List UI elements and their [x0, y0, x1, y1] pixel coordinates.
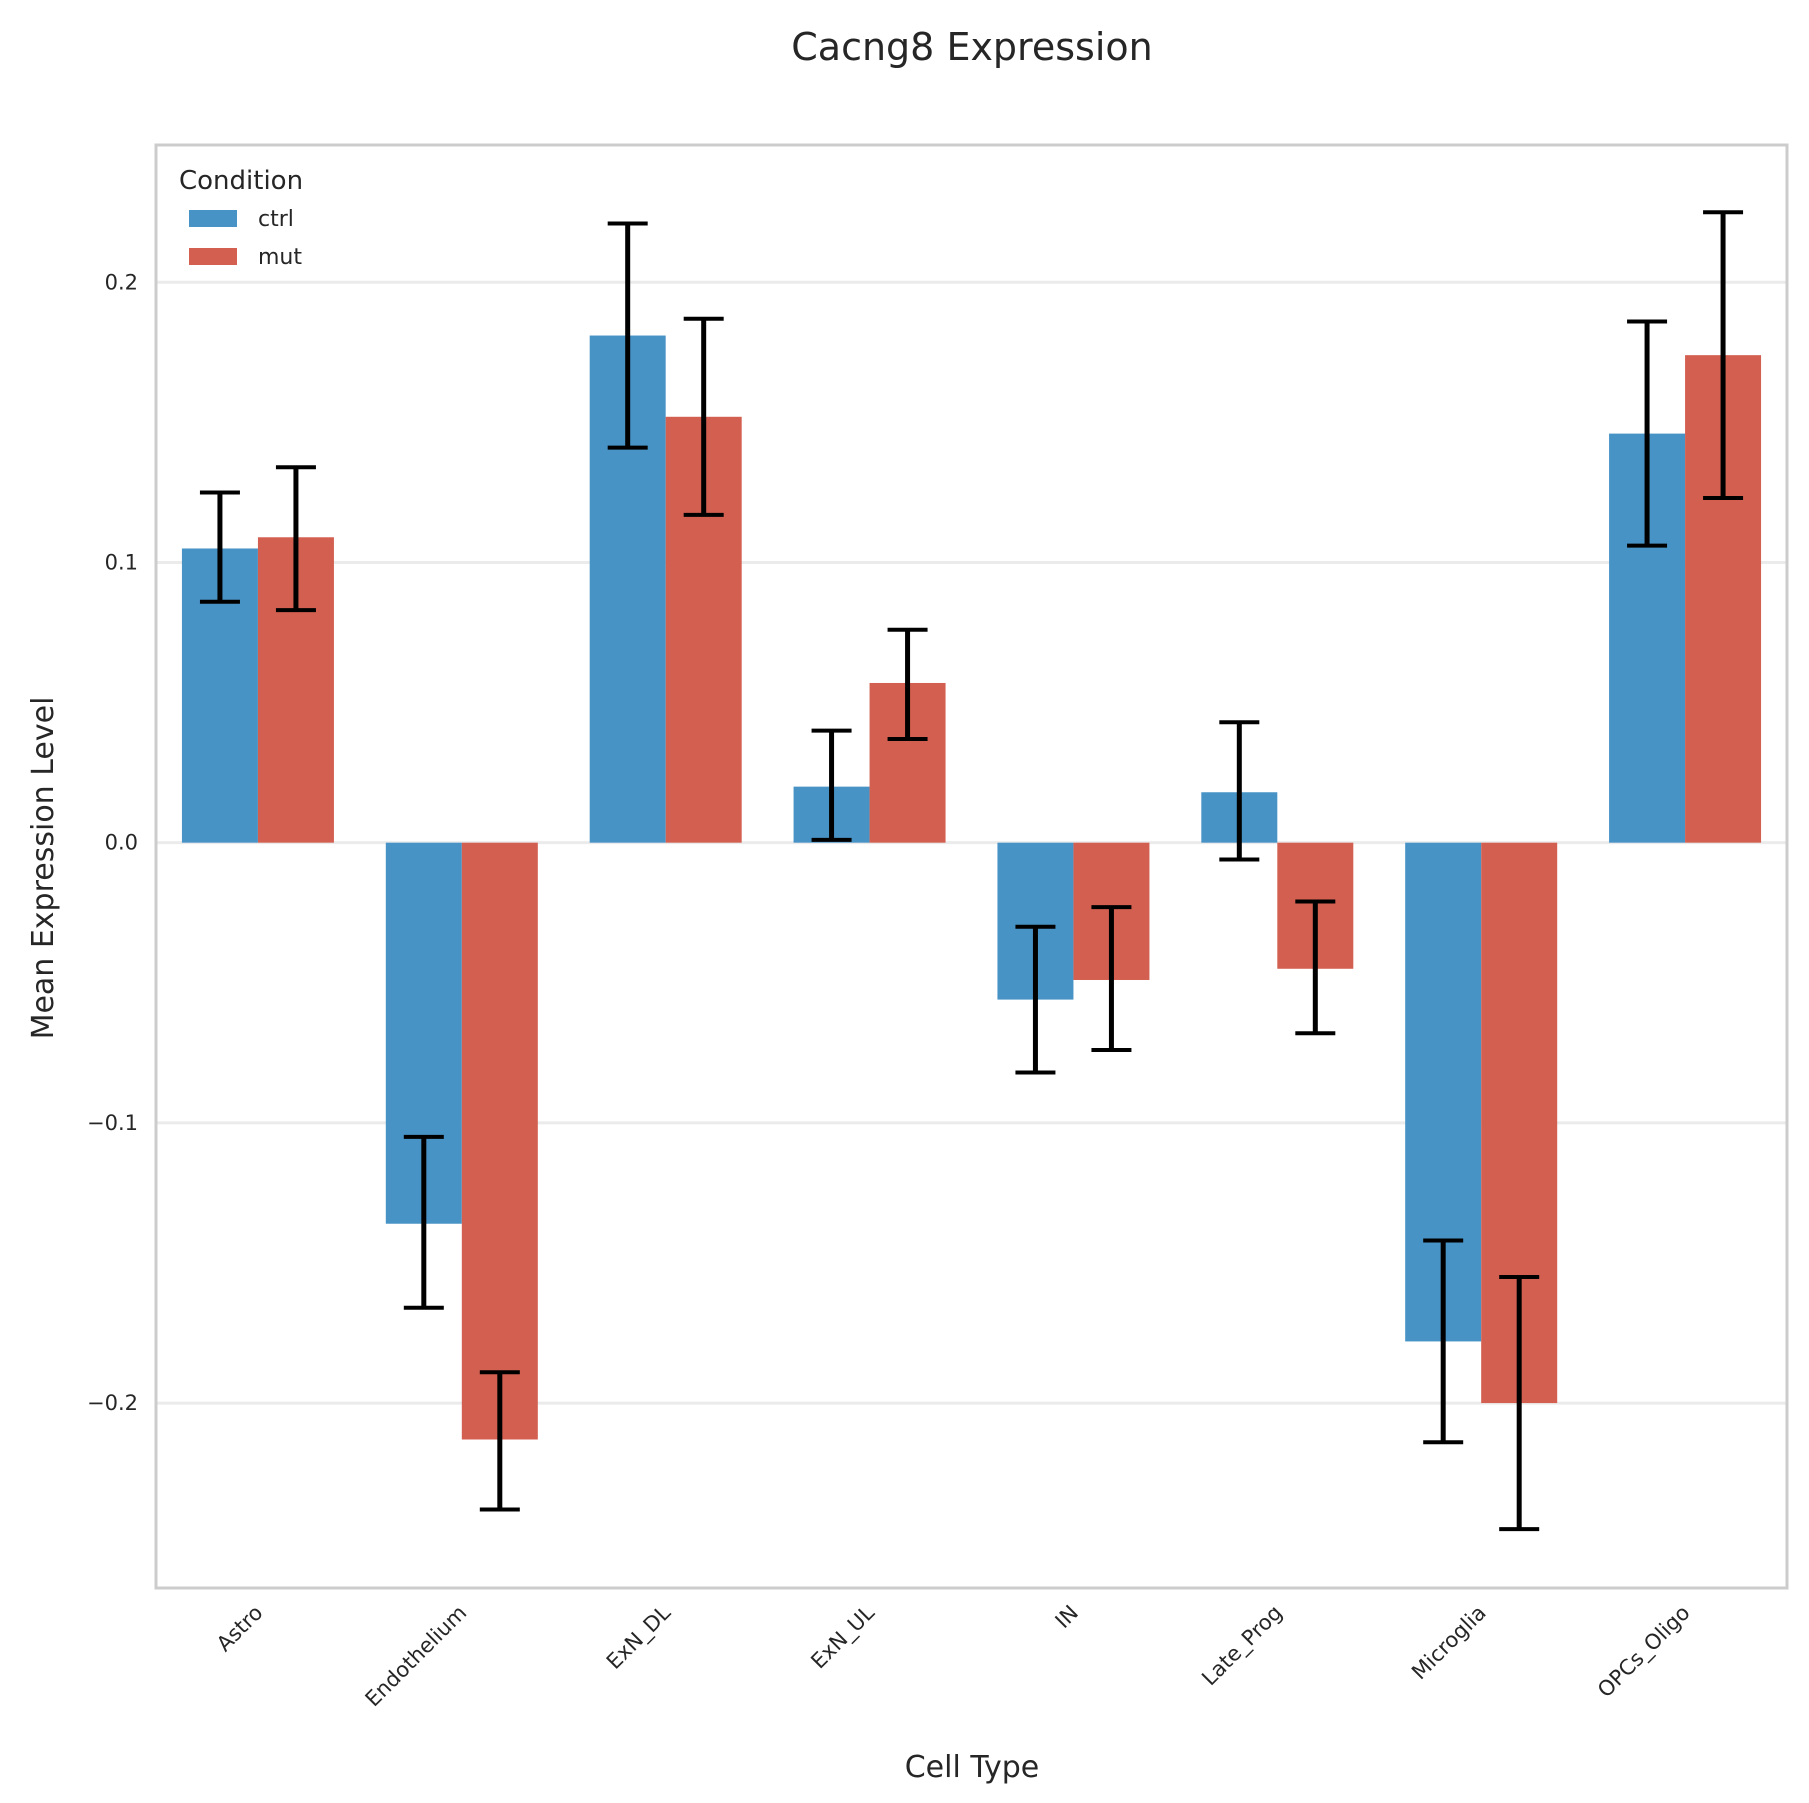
error-bar-ctrl-Astro: [199, 490, 240, 604]
bar-mut-Endothelium: [461, 842, 538, 1440]
legend-swatch-ctrl: [189, 210, 237, 227]
error-bar-ctrl-ExN_UL: [811, 728, 852, 842]
legend-label-ctrl: ctrl: [258, 207, 294, 232]
error-bar-ctrl-IN: [1015, 924, 1056, 1075]
error-bar-ctrl-Late_Prog: [1219, 720, 1260, 862]
error-bar-mut-Microglia: [1499, 1274, 1540, 1532]
legend: Condition ctrl mut: [179, 166, 303, 270]
x-axis-label: Cell Type: [905, 1750, 1040, 1785]
legend-title: Condition: [179, 166, 303, 196]
y-axis-label: Mean Expression Level: [26, 697, 61, 1040]
error-bar-mut-ExN_UL: [887, 627, 928, 742]
y-tick-labels: 0.2 0.1 0.0 −0.1 −0.2: [87, 270, 138, 1415]
legend-items: ctrl mut: [189, 207, 302, 270]
plot-frame: [154, 143, 1789, 1590]
x-tick-labels: Astro Endothelium ExN_DL ExN_UL IN Late_Prog M…: [212, 1600, 1695, 1711]
x-tick-label: IN: [1051, 1601, 1083, 1633]
x-tick-label: ExN_UL: [806, 1600, 880, 1674]
error-bar-ctrl-ExN_DL: [607, 221, 648, 450]
error-bar-mut-IN: [1091, 905, 1132, 1053]
x-tick-label: Late_Prog: [1197, 1601, 1287, 1691]
error-bar-ctrl-OPCs_Oligo: [1627, 319, 1668, 548]
error-bar-mut-Astro: [275, 465, 316, 613]
y-tick-label: 0.1: [105, 550, 138, 574]
error-bar-mut-OPCs_Oligo: [1703, 210, 1744, 501]
bars: [181, 335, 1762, 1440]
error-bar-mut-Late_Prog: [1295, 899, 1336, 1036]
error-bars: [199, 210, 1744, 1532]
y-tick-label: 0.2: [105, 270, 138, 294]
y-tick-label: −0.1: [87, 1111, 138, 1135]
error-bar-mut-Endothelium: [479, 1370, 520, 1512]
x-tick-label: Endothelium: [361, 1601, 472, 1712]
legend-swatch-mut: [189, 248, 237, 265]
legend-label-mut: mut: [258, 245, 302, 270]
y-tick-label: 0.0: [105, 831, 138, 855]
chart-title: Cacng8 Expression: [791, 25, 1152, 69]
error-bar-ctrl-Microglia: [1423, 1238, 1464, 1445]
x-tick-label: Astro: [212, 1601, 268, 1657]
error-bar-mut-ExN_DL: [683, 316, 724, 517]
error-bar-ctrl-Endothelium: [403, 1134, 444, 1310]
x-tick-label: OPCs_Oligo: [1593, 1601, 1695, 1703]
x-tick-label: Microglia: [1407, 1601, 1491, 1685]
x-tick-label: ExN_DL: [602, 1600, 676, 1674]
y-tick-label: −0.2: [87, 1391, 138, 1415]
